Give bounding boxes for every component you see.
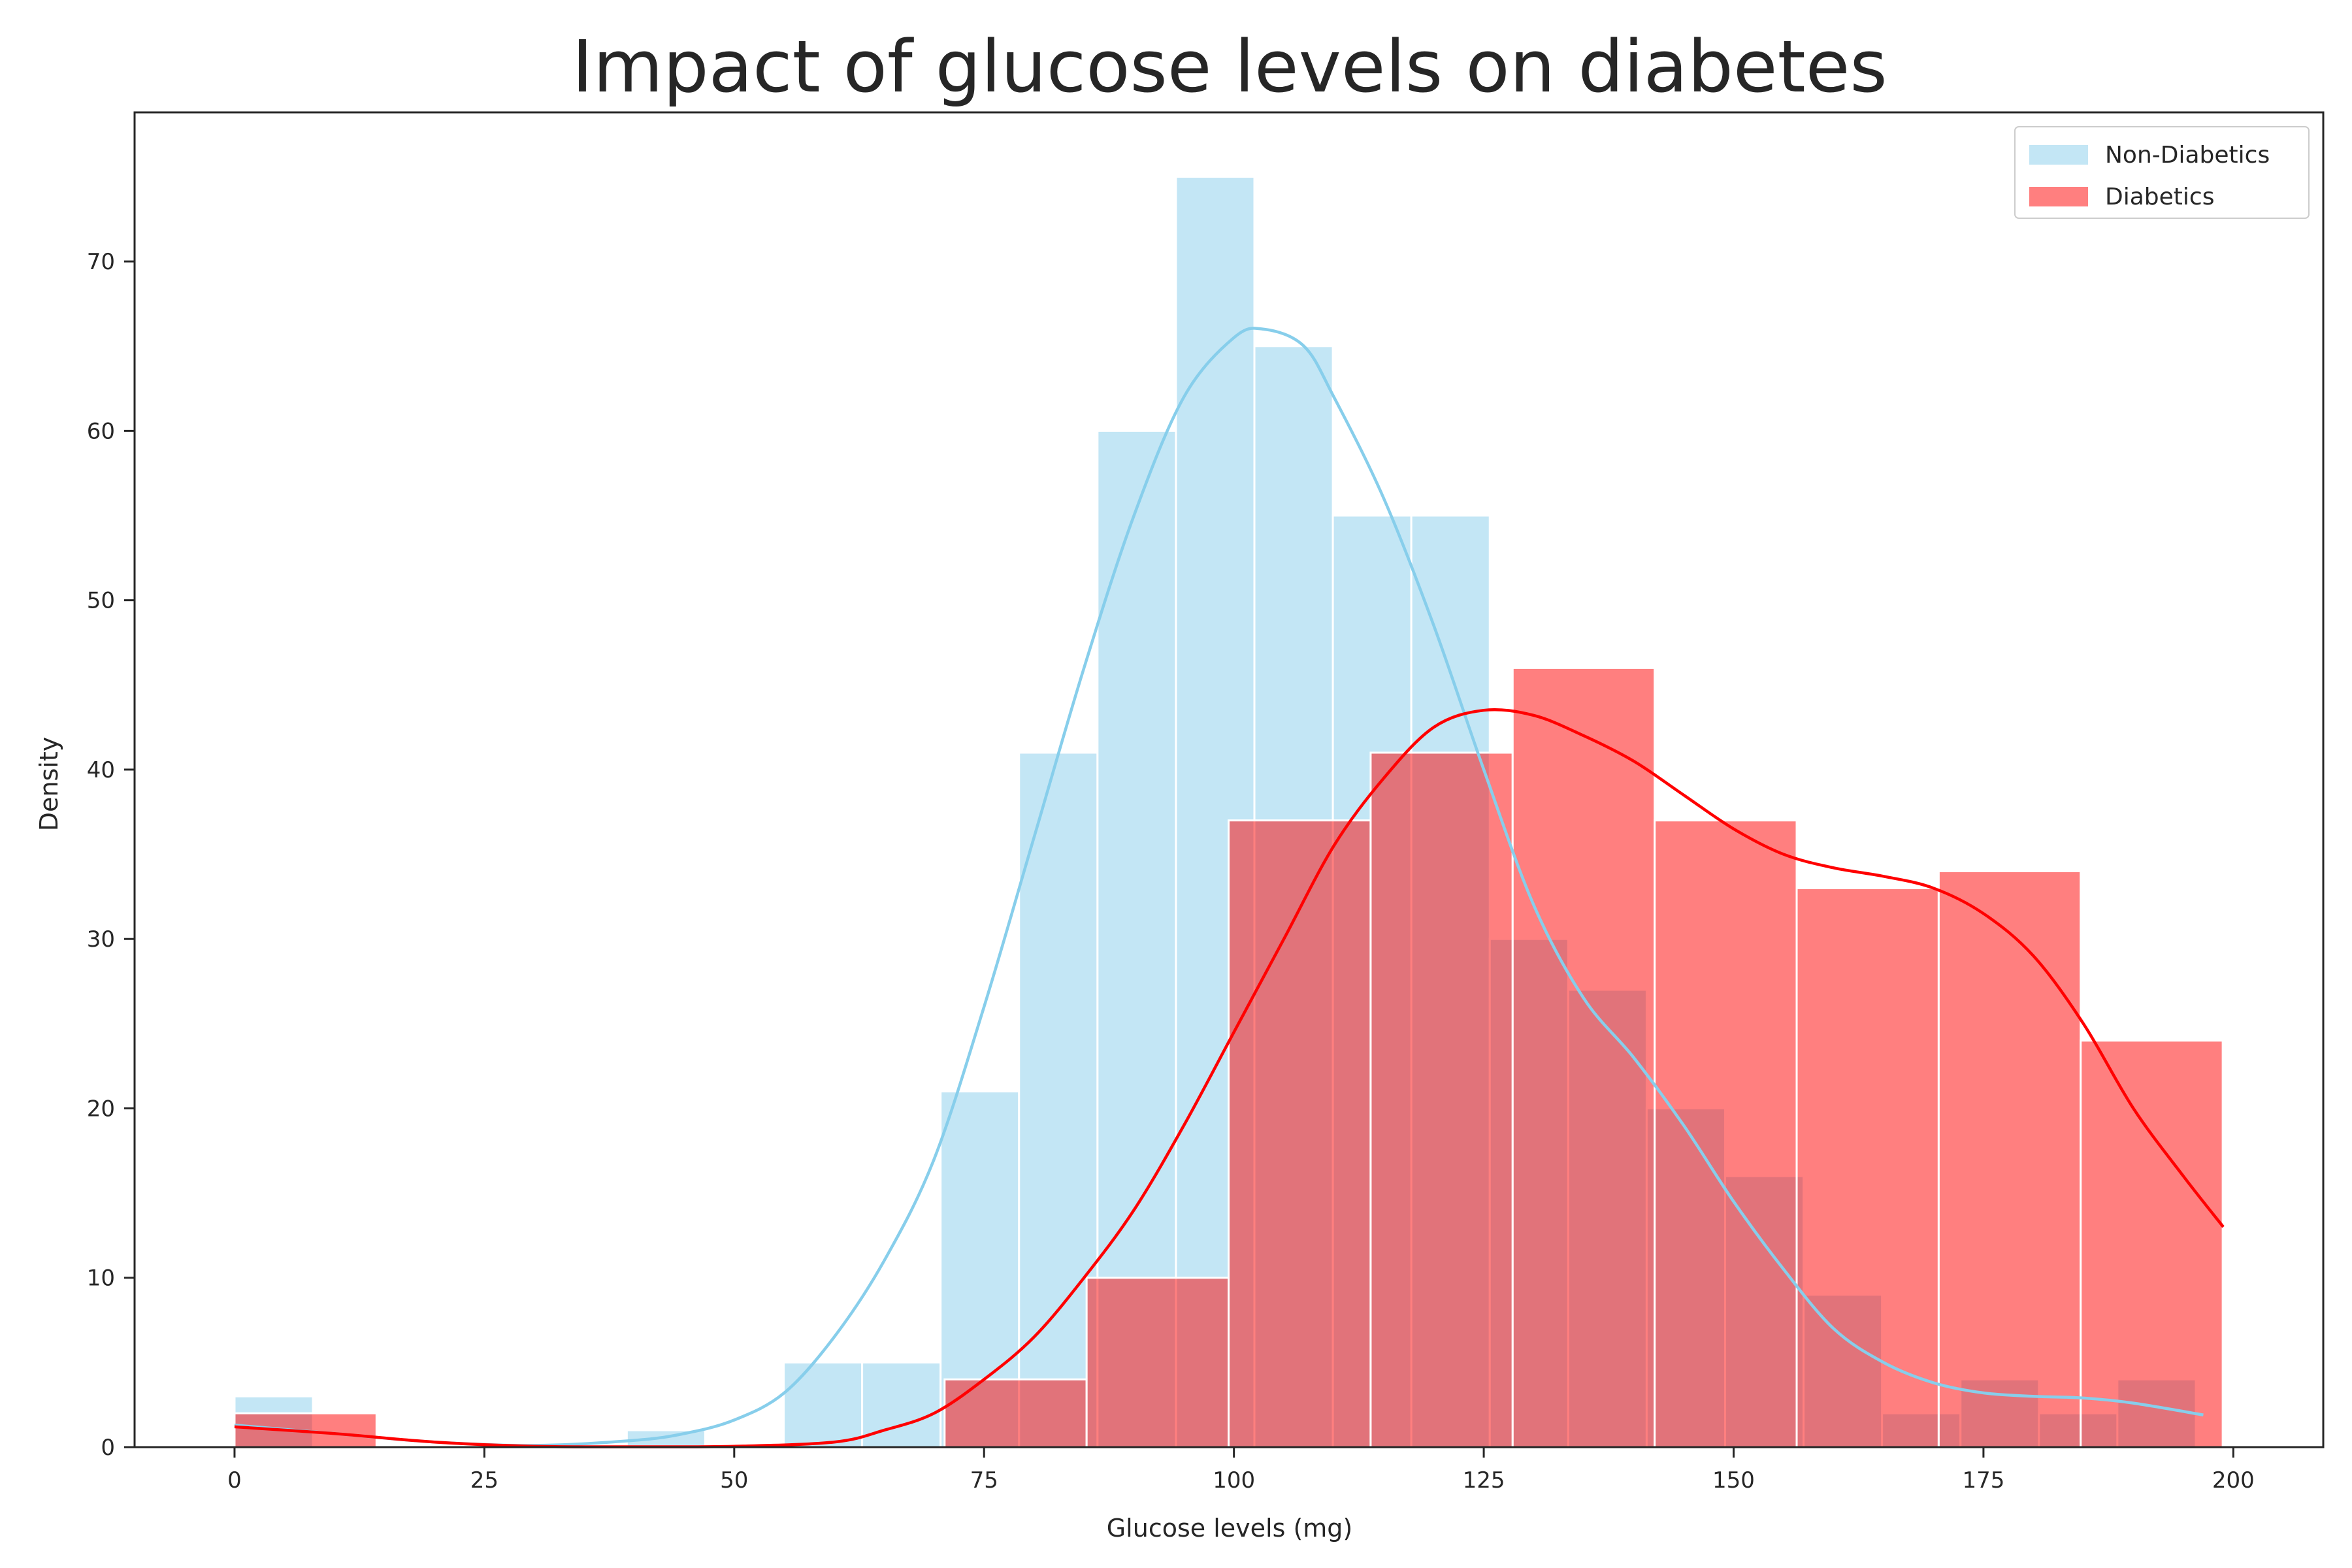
x-axis-label: Glucose levels (mg) bbox=[1107, 1514, 1353, 1543]
x-tick-label: 150 bbox=[1712, 1467, 1755, 1494]
y-tick-label: 50 bbox=[87, 588, 115, 614]
plot-frame bbox=[133, 111, 2325, 1448]
y-axis-label: Density bbox=[35, 737, 63, 831]
bar-diabetics-5 bbox=[943, 1378, 1088, 1448]
y-tick-label: 40 bbox=[87, 757, 115, 783]
legend: Non-Diabetics Diabetics bbox=[2014, 126, 2310, 219]
legend-label-non-diabetics: Non-Diabetics bbox=[2105, 142, 2270, 169]
y-tick-label: 0 bbox=[101, 1435, 115, 1461]
y-tick-label: 70 bbox=[87, 249, 115, 275]
bar-diabetics-11 bbox=[1795, 887, 1940, 1448]
x-tick-label: 25 bbox=[470, 1467, 498, 1494]
bar-diabetics-12 bbox=[1937, 870, 2082, 1448]
bar-diabetics-8 bbox=[1369, 751, 1514, 1448]
x-tick-label: 175 bbox=[1962, 1467, 2004, 1494]
bar-diabetics-13 bbox=[2080, 1039, 2224, 1448]
bar-diabetics-10 bbox=[1654, 819, 1798, 1448]
y-tick-label: 20 bbox=[87, 1096, 115, 1122]
chart-title: Impact of glucose levels on diabetes bbox=[572, 25, 1887, 108]
x-tick-label: 0 bbox=[227, 1467, 242, 1494]
bar-diabetics-9 bbox=[1511, 666, 1656, 1448]
bar-diabetics-7 bbox=[1228, 819, 1372, 1448]
x-tick-label: 125 bbox=[1463, 1467, 1505, 1494]
x-tick-label: 100 bbox=[1213, 1467, 1255, 1494]
y-tick-label: 10 bbox=[87, 1266, 115, 1292]
legend-swatch-diabetics bbox=[2029, 187, 2088, 206]
legend-swatch-non-diabetics bbox=[2029, 145, 2088, 165]
y-axis: 0 10 20 30 40 50 60 70 bbox=[87, 249, 135, 1461]
y-tick-label: 60 bbox=[87, 418, 115, 444]
x-axis: 0 25 50 75 100 125 150 175 200 bbox=[227, 1447, 2255, 1494]
bar-diabetics-6 bbox=[1085, 1277, 1230, 1448]
y-tick-label: 30 bbox=[87, 926, 115, 953]
x-tick-label: 75 bbox=[970, 1467, 998, 1494]
bars-layer bbox=[233, 176, 2224, 1448]
kde-line-non-diabetics bbox=[234, 327, 2204, 1447]
x-tick-label: 50 bbox=[720, 1467, 748, 1494]
bar-non-diabetics-7 bbox=[783, 1361, 864, 1448]
legend-box bbox=[2014, 126, 2310, 219]
legend-label-diabetics: Diabetics bbox=[2105, 184, 2214, 210]
x-tick-label: 200 bbox=[2212, 1467, 2255, 1494]
